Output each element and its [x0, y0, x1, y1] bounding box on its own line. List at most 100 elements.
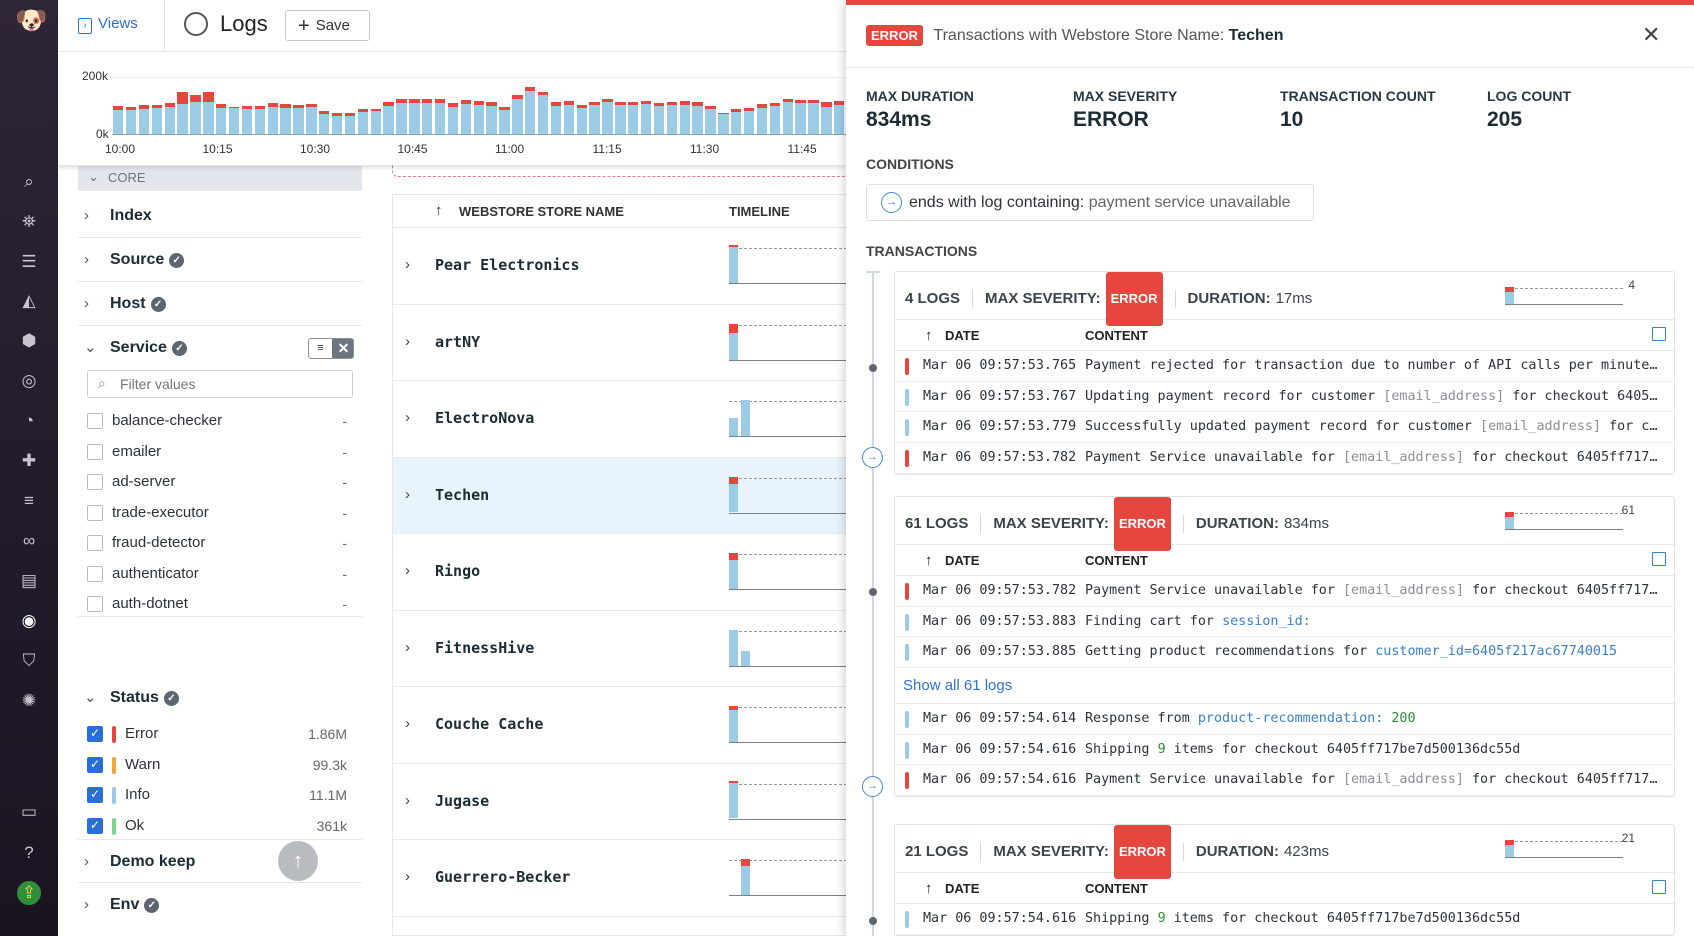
checkbox[interactable]: [87, 474, 103, 490]
checkbox[interactable]: [87, 596, 103, 612]
sort-ascending-icon[interactable]: ↑: [925, 327, 933, 344]
facet-demo-keep[interactable]: › Demo keep: [78, 839, 362, 883]
link-icon[interactable]: ∞: [22, 531, 36, 550]
checkbox[interactable]: ✓: [87, 726, 103, 742]
log-row[interactable]: Mar 06 09:57:54.614 Response from product…: [895, 704, 1674, 735]
gauge-icon[interactable]: ◔: [23, 411, 35, 430]
log-histogram[interactable]: 200k 0k 10:00 10:15 10:30 10:45 11:00 11:15 11…: [58, 52, 846, 165]
filter-values-field[interactable]: [120, 374, 340, 394]
filter-list-icon[interactable]: ≡: [24, 491, 34, 510]
chat-icon[interactable]: ▭: [20, 802, 38, 821]
column-date[interactable]: DATE: [945, 553, 980, 568]
facet-value-item[interactable]: emailer -: [87, 438, 353, 466]
table-row[interactable]: › Ringo: [393, 534, 847, 611]
facet-env[interactable]: › Env ✓: [78, 883, 362, 927]
facet-host[interactable]: › Host ✓: [78, 282, 362, 326]
facet-value-item[interactable]: auth-dotnet -: [87, 590, 353, 615]
checkbox[interactable]: [87, 565, 103, 582]
facet-service[interactable]: ⌄ Service ✓ ≡ ✕: [78, 326, 362, 370]
facet-value-item[interactable]: balance-checker -: [87, 407, 353, 435]
upload-icon[interactable]: ⇪: [17, 881, 41, 905]
checkbox[interactable]: [87, 535, 103, 551]
target-icon[interactable]: ◎: [21, 371, 37, 390]
checkbox[interactable]: [87, 413, 103, 429]
log-row[interactable]: Mar 06 09:57:53.765 Payment rejected for …: [895, 351, 1674, 382]
log-row[interactable]: Mar 06 09:57:54.616 Shipping 9 items for …: [895, 735, 1674, 766]
table-row[interactable]: › Couche Cache: [393, 687, 847, 764]
table-row[interactable]: › Guerrero-Becker: [393, 840, 847, 917]
hexagons-icon[interactable]: ⬢: [21, 331, 37, 350]
checkbox[interactable]: [87, 443, 103, 460]
table-row[interactable]: › FitnessHive: [393, 611, 847, 687]
open-in-new-icon[interactable]: [1652, 327, 1666, 341]
binoculars-icon[interactable]: ⛯: [22, 212, 36, 231]
column-date[interactable]: DATE: [945, 328, 980, 343]
puzzle-icon[interactable]: ✚: [21, 451, 37, 470]
chevron-right-icon[interactable]: ›: [405, 715, 410, 732]
log-row[interactable]: Mar 06 09:57:53.767 Updating payment reco…: [895, 382, 1674, 413]
column-header-timeline[interactable]: TIMELINE: [729, 204, 790, 219]
scroll-to-top-button[interactable]: ↑: [278, 841, 318, 881]
table-row[interactable]: › Techen: [393, 457, 847, 534]
globe-icon[interactable]: ✺: [21, 691, 37, 710]
column-content[interactable]: CONTENT: [1085, 328, 1148, 343]
chevron-right-icon[interactable]: ›: [405, 562, 410, 579]
open-in-new-icon[interactable]: [1652, 880, 1666, 894]
chevron-right-icon[interactable]: ›: [405, 332, 410, 350]
column-date[interactable]: DATE: [945, 881, 980, 896]
facet-value-item[interactable]: fraud-detector -: [87, 529, 353, 557]
open-in-new-icon[interactable]: [1652, 552, 1666, 566]
close-icon[interactable]: ✕: [1642, 22, 1661, 47]
status-value-item[interactable]: ✓ Info 11.1M: [87, 781, 353, 809]
column-content[interactable]: CONTENT: [1085, 881, 1148, 896]
log-row[interactable]: Mar 06 09:57:54.616 Shipping 9 items for …: [895, 904, 1674, 935]
views-button[interactable]: › Views: [78, 15, 138, 34]
help-icon[interactable]: ?: [24, 843, 34, 862]
show-all-logs-link[interactable]: Show all 61 logs: [895, 668, 1674, 705]
status-value-item[interactable]: ✓ Error 1.86M: [87, 720, 353, 748]
checkbox[interactable]: ✓: [87, 756, 103, 773]
shield-icon[interactable]: ⛉: [22, 651, 36, 670]
log-row[interactable]: Mar 06 09:57:53.782 Payment Service unava…: [895, 443, 1674, 474]
facet-value-item[interactable]: trade-executor -: [87, 499, 353, 527]
clear-facet-button[interactable]: ✕: [332, 339, 353, 358]
column-content[interactable]: CONTENT: [1085, 553, 1148, 568]
facet-value-item[interactable]: ad-server -: [87, 468, 353, 496]
facet-source[interactable]: › Source ✓: [78, 238, 362, 282]
log-row[interactable]: Mar 06 09:57:53.883 Finding cart for sess…: [895, 607, 1674, 638]
search-icon[interactable]: ⌕: [24, 172, 34, 191]
chevron-right-icon[interactable]: ›: [405, 791, 410, 809]
datadog-logo-icon[interactable]: 🐶: [15, 5, 48, 35]
chevron-right-icon[interactable]: ›: [405, 256, 410, 273]
log-row[interactable]: Mar 06 09:57:54.616 Payment Service unava…: [895, 765, 1674, 797]
status-value-item[interactable]: ✓ Warn 99.3k: [87, 751, 353, 779]
facet-index[interactable]: › Index: [78, 194, 362, 238]
table-row[interactable]: › Jugase: [393, 764, 847, 840]
table-row[interactable]: › ElectroNova: [393, 381, 847, 458]
notebook-icon[interactable]: ▤: [20, 571, 38, 590]
log-row[interactable]: Mar 06 09:57:53.779 Successfully updated …: [895, 412, 1674, 444]
chevron-right-icon[interactable]: ›: [405, 485, 410, 503]
sort-ascending-icon[interactable]: ↑: [925, 552, 933, 569]
service-values[interactable]: balance-checker - emailer - ad-server - trade-…: [78, 407, 362, 615]
chart-icon[interactable]: ◭: [22, 291, 36, 310]
filter-values-input[interactable]: ⌕: [87, 370, 353, 398]
sort-ascending-icon[interactable]: ↑: [435, 202, 443, 219]
chevron-right-icon[interactable]: ›: [405, 868, 410, 885]
core-section-header[interactable]: ⌄ CORE: [78, 166, 362, 191]
chevron-right-icon[interactable]: ›: [405, 638, 410, 656]
sort-ascending-icon[interactable]: ↑: [925, 880, 933, 897]
log-row[interactable]: Mar 06 09:57:53.782 Payment Service unava…: [895, 576, 1674, 607]
log-row[interactable]: Mar 06 09:57:53.885 Getting product recom…: [895, 637, 1674, 669]
checkbox[interactable]: [87, 504, 103, 521]
column-header-name[interactable]: WEBSTORE STORE NAME: [459, 204, 624, 219]
logs-icon[interactable]: ◉: [21, 611, 37, 630]
save-button[interactable]: + Save: [285, 10, 370, 41]
status-value-item[interactable]: ✓ Ok 361k: [87, 812, 353, 840]
checkbox[interactable]: ✓: [87, 817, 103, 834]
checkbox[interactable]: ✓: [87, 787, 103, 803]
chevron-right-icon[interactable]: ›: [405, 409, 410, 426]
table-row[interactable]: › Pear Electronics: [393, 228, 847, 305]
facet-value-item[interactable]: authenticator -: [87, 560, 353, 588]
facet-status[interactable]: ⌄ Status ✓: [78, 676, 362, 720]
